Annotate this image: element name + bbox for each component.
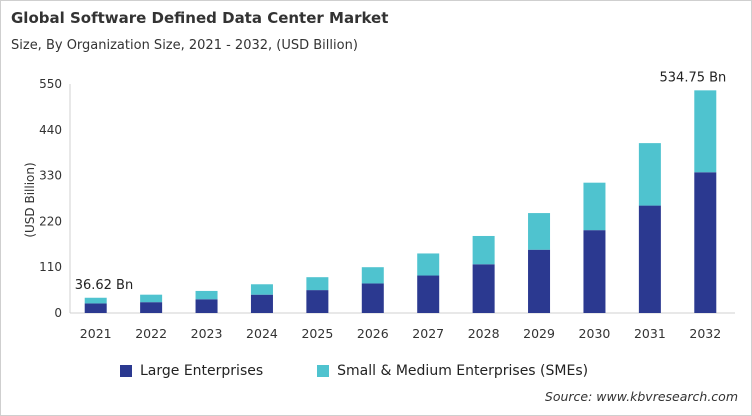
legend-swatch-sme bbox=[317, 365, 330, 377]
legend-label-sme: Small & Medium Enterprises (SMEs) bbox=[337, 363, 589, 379]
data-label-2021: 36.62 Bn bbox=[75, 278, 134, 293]
bar-large-2031 bbox=[638, 205, 661, 313]
bar-sme-2032 bbox=[694, 90, 717, 173]
x-tick-label: 2032 bbox=[689, 326, 721, 341]
y-tick-label: 0 bbox=[54, 306, 62, 320]
bar-large-2021 bbox=[84, 303, 107, 313]
legend-label-large: Large Enterprises bbox=[140, 363, 264, 379]
source-note: Source: www.kbvresearch.com bbox=[544, 389, 738, 404]
x-tick-label: 2027 bbox=[412, 326, 444, 341]
x-tick-label: 2028 bbox=[468, 326, 500, 341]
y-tick-label: 330 bbox=[39, 169, 62, 183]
x-tick-label: 2022 bbox=[135, 326, 167, 341]
chart-title: Global Software Defined Data Center Mark… bbox=[11, 9, 389, 27]
bar-large-2023 bbox=[195, 299, 218, 313]
bar-large-2027 bbox=[417, 275, 440, 313]
y-tick-label: 110 bbox=[39, 260, 62, 274]
bar-sme-2027 bbox=[417, 253, 440, 276]
x-tick-label: 2024 bbox=[246, 326, 278, 341]
x-tick-label: 2026 bbox=[357, 326, 389, 341]
bar-sme-2030 bbox=[583, 182, 606, 231]
bar-sme-2026 bbox=[361, 267, 384, 284]
bar-sme-2028 bbox=[472, 235, 495, 265]
y-axis-title: (USD Billion) bbox=[23, 162, 37, 237]
bar-large-2029 bbox=[528, 249, 551, 313]
bar-sme-2023 bbox=[195, 290, 218, 300]
data-label-2032: 534.75 Bn bbox=[660, 70, 727, 85]
legend-swatch-large bbox=[120, 365, 132, 377]
chart-subtitle: Size, By Organization Size, 2021 - 2032,… bbox=[11, 38, 358, 53]
x-tick-label: 2025 bbox=[301, 326, 333, 341]
y-tick-label: 220 bbox=[39, 214, 62, 228]
legend-item-sme: Small & Medium Enterprises (SMEs) bbox=[317, 363, 588, 379]
chart-legend: Large Enterprises Small & Medium Enterpr… bbox=[120, 363, 588, 379]
y-tick-label: 440 bbox=[39, 123, 62, 137]
x-tick-label: 2030 bbox=[579, 326, 611, 341]
bar-large-2028 bbox=[472, 264, 495, 313]
bar-large-2025 bbox=[306, 290, 329, 313]
bar-sme-2021 bbox=[84, 297, 107, 304]
bar-large-2022 bbox=[140, 302, 163, 313]
x-tick-label: 2029 bbox=[523, 326, 555, 341]
x-tick-label: 2021 bbox=[80, 326, 112, 341]
bar-sme-2025 bbox=[306, 277, 329, 291]
x-tick-label: 2023 bbox=[191, 326, 223, 341]
bar-large-2032 bbox=[694, 172, 717, 313]
bar-sme-2024 bbox=[250, 284, 273, 295]
bar-sme-2029 bbox=[528, 213, 551, 250]
y-tick-label: 550 bbox=[39, 77, 62, 91]
legend-item-large: Large Enterprises bbox=[120, 363, 263, 379]
bar-large-2024 bbox=[250, 294, 273, 313]
bar-sme-2022 bbox=[140, 294, 163, 303]
bar-large-2026 bbox=[361, 283, 384, 313]
bar-large-2030 bbox=[583, 230, 606, 313]
bar-sme-2031 bbox=[638, 143, 661, 206]
x-tick-label: 2031 bbox=[634, 326, 666, 341]
